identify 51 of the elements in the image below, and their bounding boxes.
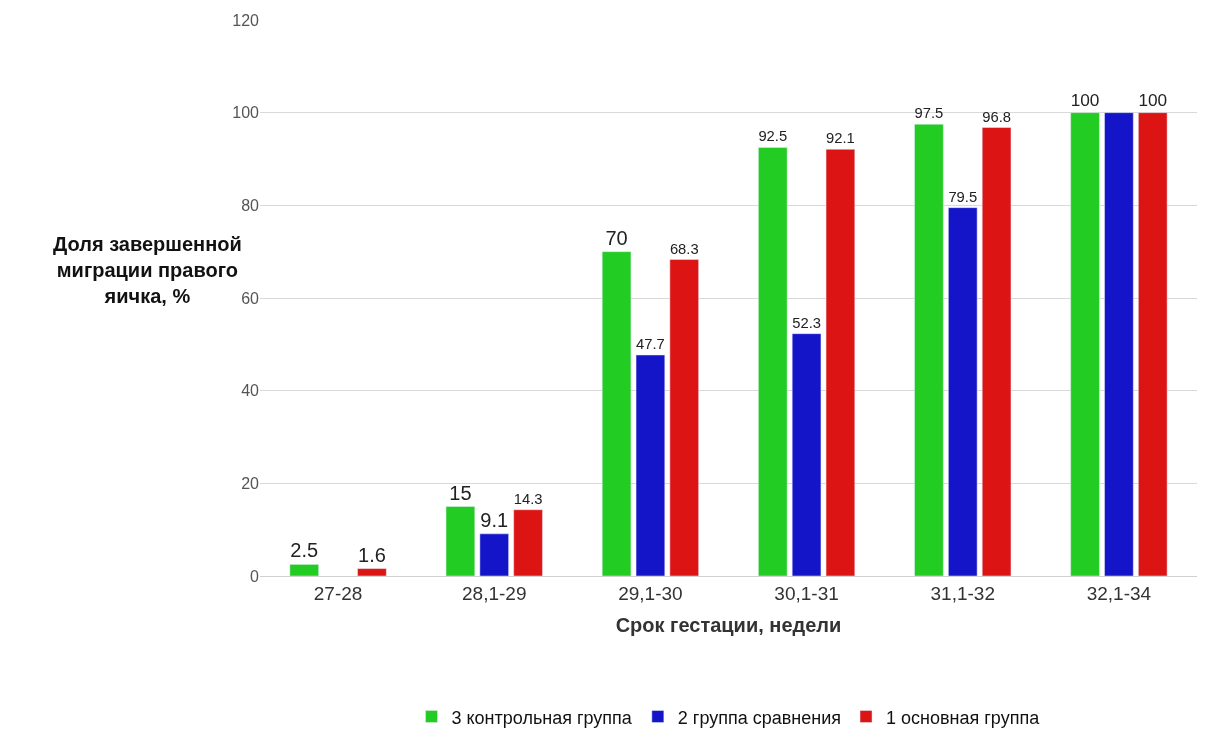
y-tick-label: 120	[232, 11, 260, 29]
y-tick-label: 40	[241, 382, 260, 400]
legend-label: 1 основная группа	[886, 707, 1041, 728]
x-tick-label: 27-28	[313, 582, 363, 604]
bar	[1104, 112, 1134, 576]
data-label: 79.5	[948, 188, 978, 205]
x-tick-label: 28,1-29	[462, 582, 527, 604]
bar	[357, 568, 387, 576]
data-label: 14.3	[513, 490, 543, 507]
data-label: 92.5	[758, 128, 788, 145]
data-label: 15	[449, 481, 472, 504]
x-tick-label: 31,1-32	[930, 582, 995, 604]
bar	[635, 354, 666, 576]
y-tick-label: 80	[241, 196, 260, 214]
bar	[981, 127, 1012, 576]
bar	[1070, 112, 1100, 576]
bar	[289, 564, 319, 576]
bar	[791, 333, 822, 576]
x-tick-label: 30,1-31	[774, 582, 839, 604]
data-label: 92.1	[826, 130, 855, 147]
y-axis-title: Доля завершенной миграции правого яичка, %	[53, 233, 242, 307]
y-tick-label: 20	[241, 474, 260, 492]
bar	[758, 147, 788, 576]
x-tick-label: 32,1-34	[1086, 582, 1152, 604]
y-tick-label: 100	[232, 104, 260, 122]
data-label: 47.7	[636, 336, 665, 353]
bar	[825, 149, 856, 576]
y-tick-label: 60	[241, 289, 260, 307]
data-label: 2.5	[290, 539, 319, 562]
data-label: 1.6	[358, 543, 386, 566]
bar	[513, 509, 543, 576]
data-label: 100	[1070, 90, 1100, 111]
bar	[948, 207, 978, 576]
x-tick-label: 29,1-30	[618, 582, 683, 604]
bar	[601, 251, 632, 576]
bar	[669, 259, 699, 576]
legend-label: 3 контрольная группа	[451, 707, 633, 728]
bar	[914, 124, 944, 576]
y-tick-label: 0	[250, 567, 260, 585]
bar	[479, 533, 509, 576]
bar	[1138, 112, 1168, 576]
data-label: 68.3	[669, 240, 699, 257]
data-label: 52.3	[792, 314, 821, 331]
x-axis-title: Срок гестации, недели	[615, 614, 842, 637]
bar	[445, 506, 476, 576]
data-label: 9.1	[480, 508, 509, 531]
data-label: 100	[1138, 90, 1168, 111]
data-label: 97.5	[914, 105, 944, 122]
legend-label: 2 группа сравнения	[677, 707, 842, 728]
data-label: 96.8	[982, 108, 1011, 125]
data-label: 70	[605, 226, 628, 249]
